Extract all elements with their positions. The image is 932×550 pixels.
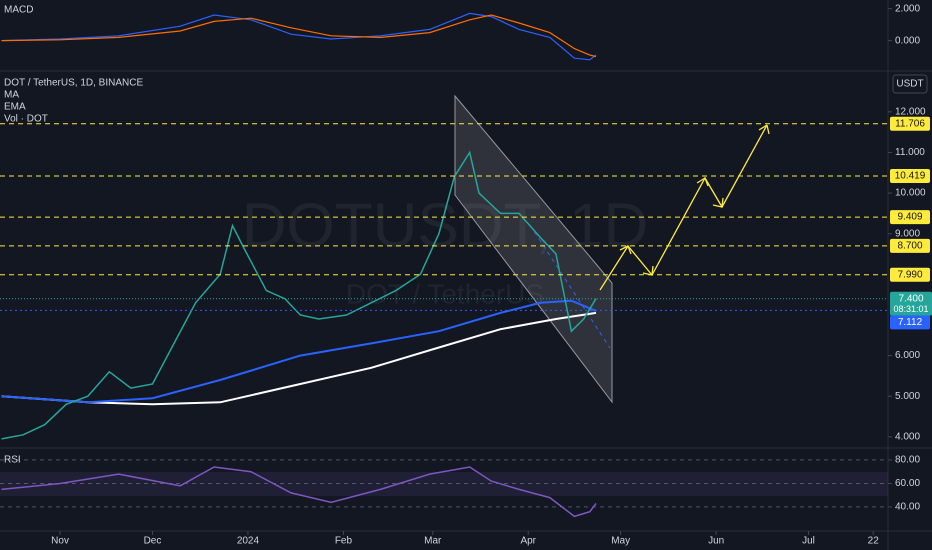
y-tick-label: 11.000 [895, 147, 925, 158]
plot [0, 12, 888, 518]
last-price-label: 7.400 [898, 293, 923, 304]
x-tick-label: Feb [335, 536, 353, 547]
y-tick-label: 6.000 [895, 350, 920, 361]
price-line [1, 150, 597, 440]
series-line [1, 299, 597, 404]
y-tick-label: 2.000 [895, 3, 920, 14]
price-line [1, 466, 597, 518]
channel [454, 94, 613, 404]
y-tick-label: 10.000 [895, 188, 926, 199]
currency[interactable]: USDT [896, 79, 923, 90]
y-tick-label: 9.000 [895, 228, 920, 239]
y-tick-label: 4.000 [895, 431, 920, 442]
x-tick-label: Nov [51, 536, 69, 547]
level-label: 9.409 [897, 212, 922, 223]
level-tag [890, 116, 930, 131]
level-tag [890, 210, 930, 225]
y-tick-label: 5.000 [895, 391, 920, 402]
level-label: 8.700 [897, 241, 922, 252]
y-tick-label: 0.000 [895, 35, 920, 46]
ema-legend: EMA [4, 102, 26, 113]
x-tick-label: Jul [802, 536, 815, 547]
level-tag [890, 238, 930, 253]
ma-legend: MA [4, 90, 19, 101]
currency-button[interactable] [892, 74, 928, 94]
watermark-sub: DOT / TetherUS [346, 278, 544, 309]
y-tick-label: 40.00 [895, 502, 920, 513]
x-tick-label: 22 [868, 536, 880, 547]
rsi-label: RSI [4, 455, 21, 466]
x-tick-label: Apr [520, 536, 536, 547]
countdown: 08:31:01 [893, 304, 928, 314]
vol-legend: Vol · DOT [4, 114, 48, 125]
x-tick-label: 2024 [237, 536, 260, 547]
series-line [1, 311, 597, 406]
level-label: 11.706 [895, 118, 925, 129]
ema-last-tag [890, 315, 930, 330]
level-tag [890, 169, 930, 184]
series-line [1, 14, 597, 58]
y-tick-label: 80.00 [895, 455, 920, 466]
symbol-title: DOT / TetherUS, 1D, BINANCE [4, 78, 143, 89]
x-tick-label: Mar [424, 536, 442, 547]
y-tick-label: 12.000 [895, 106, 926, 117]
y-tick-label: 60.00 [895, 478, 920, 489]
level-tag [890, 267, 930, 282]
level-label: 10.419 [895, 171, 926, 182]
last-price-tag [890, 291, 932, 316]
macd-label: MACD [4, 5, 33, 16]
x-tick-label: Dec [144, 536, 162, 547]
watermark: DOTUSDT, 1D [242, 191, 648, 260]
x-tick-label: May [611, 536, 630, 547]
level-label: 7.990 [897, 269, 922, 280]
ema-last-label: 7.112 [898, 317, 923, 328]
x-tick-label: Jun [708, 536, 724, 547]
projection [599, 124, 768, 291]
series-line [1, 12, 597, 61]
